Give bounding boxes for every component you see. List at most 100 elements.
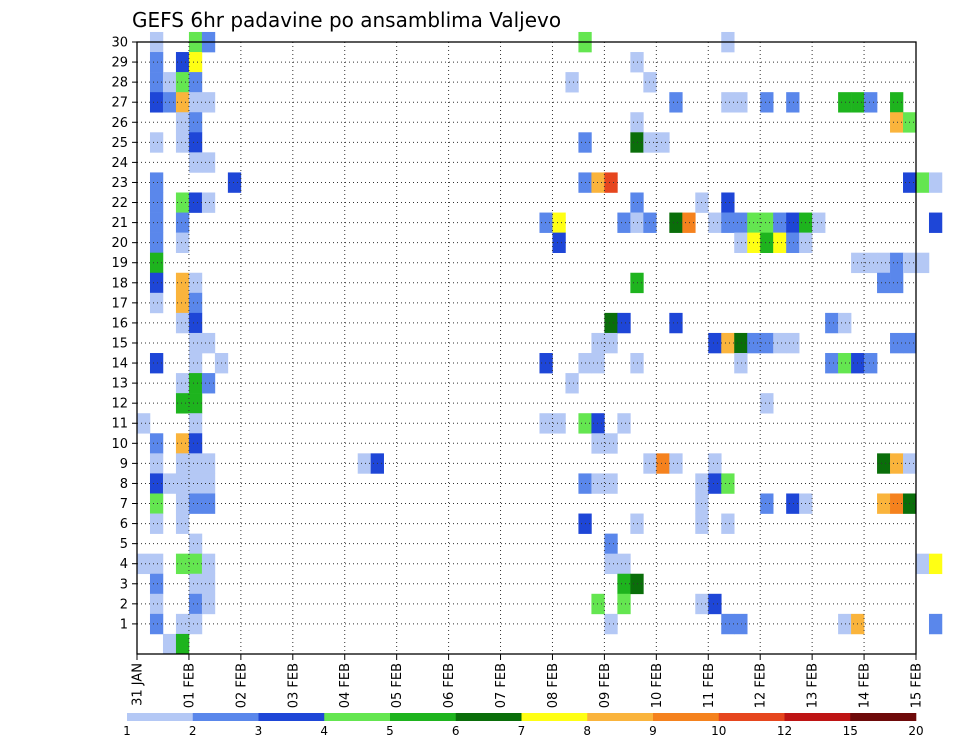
x-tick-label: 14 FEB <box>858 663 873 708</box>
heatmap-cell <box>188 132 203 153</box>
heatmap-cell <box>175 473 190 494</box>
heatmap-cell <box>201 92 216 113</box>
colorbar-label: 2 <box>189 724 197 738</box>
y-tick-label: 19 <box>111 256 128 271</box>
x-tick-label: 11 FEB <box>702 663 717 708</box>
heatmap-cell <box>786 332 800 354</box>
heatmap-cell <box>838 92 852 113</box>
heatmap-cell <box>916 172 930 193</box>
x-tick-label: 06 FEB <box>442 663 457 708</box>
heatmap-cell <box>617 573 631 595</box>
y-tick-label: 30 <box>111 36 128 51</box>
heatmap-cell <box>708 473 722 494</box>
heatmap-cell <box>838 312 852 334</box>
heatmap-cell <box>708 453 722 474</box>
heatmap-cell <box>188 92 203 113</box>
heatmap-cell <box>565 373 579 394</box>
heatmap-cell <box>721 212 735 233</box>
heatmap-cell <box>175 132 190 153</box>
x-tick-label: 03 FEB <box>286 663 301 708</box>
heatmap-cell <box>669 312 683 334</box>
heatmap-cell <box>201 593 216 615</box>
heatmap-cell <box>149 132 164 153</box>
heatmap-cell <box>916 252 930 274</box>
colorbar-label: 10 <box>711 724 726 738</box>
heatmap-cell <box>175 292 190 314</box>
heatmap-cell <box>188 152 203 173</box>
heatmap-cell <box>188 112 203 133</box>
heatmap-cell <box>786 212 800 233</box>
heatmap-cell <box>149 52 164 73</box>
heatmap-cell <box>201 473 216 494</box>
y-tick-label: 9 <box>120 457 128 472</box>
heatmap-cell <box>721 92 735 113</box>
chart-title: GEFS 6hr padavine po ansamblima Valjevo <box>132 8 561 32</box>
heatmap-cell <box>149 573 164 595</box>
heatmap-cell <box>188 72 203 93</box>
plot-frame <box>136 41 917 655</box>
colorbar-label: 9 <box>649 724 657 738</box>
heatmap-cell <box>760 393 774 414</box>
heatmap-cell <box>838 613 852 635</box>
heatmap-cell <box>201 192 216 213</box>
colorbar-label: 8 <box>583 724 591 738</box>
heatmap-cell <box>175 92 190 113</box>
heatmap-cell <box>617 312 631 334</box>
heatmap-cell <box>604 312 618 334</box>
heatmap-cell <box>617 593 631 615</box>
heatmap-cell <box>928 553 943 575</box>
y-tick-label: 2 <box>120 597 128 612</box>
heatmap-cell <box>877 493 891 514</box>
heatmap-cell <box>721 473 735 494</box>
heatmap-cell <box>149 493 164 514</box>
colorbar-segment <box>192 713 259 721</box>
heatmap-cell <box>565 72 579 93</box>
heatmap-cell <box>201 493 216 514</box>
heatmap-cell <box>149 232 164 253</box>
heatmap-cell <box>188 413 203 434</box>
y-tick-label: 13 <box>111 377 128 392</box>
heatmap-cell <box>734 92 748 113</box>
heatmap-cell <box>786 92 800 113</box>
y-tick-label: 6 <box>120 517 128 532</box>
x-tick-label: 02 FEB <box>234 663 249 708</box>
heatmap-cell <box>227 172 242 193</box>
colorbar-segment <box>390 713 457 721</box>
colorbar-label: 20 <box>908 724 923 738</box>
heatmap-cell <box>773 332 787 354</box>
heatmap-cell <box>201 573 216 595</box>
heatmap-cell <box>175 373 190 394</box>
colorbar-segment <box>784 713 851 721</box>
heatmap-cell <box>149 453 164 474</box>
heatmap-cell <box>928 172 943 193</box>
heatmap-cell <box>604 433 618 454</box>
heatmap-cell <box>591 332 605 354</box>
heatmap-cell <box>656 132 670 153</box>
heatmap-cell <box>734 212 748 233</box>
heatmap-cell <box>175 433 190 454</box>
heatmap-cell <box>175 553 190 575</box>
heatmap-cell <box>149 252 164 274</box>
heatmap-cell <box>890 252 904 274</box>
y-tick-label: 23 <box>111 176 128 191</box>
heatmap-cell <box>734 232 748 253</box>
heatmap-cell <box>149 433 164 454</box>
heatmap-cell <box>175 192 190 213</box>
heatmap-cell <box>149 192 164 213</box>
heatmap-cell <box>760 92 774 113</box>
colorbar-label: 3 <box>255 724 263 738</box>
y-tick-label: 29 <box>111 56 128 71</box>
y-tick-label: 28 <box>111 76 128 91</box>
heatmap-cell <box>201 332 216 354</box>
x-tick-label: 09 FEB <box>598 663 613 708</box>
heatmap-cell <box>201 373 216 394</box>
heatmap-cell <box>539 413 553 434</box>
y-tick-label: 5 <box>120 537 128 552</box>
x-tick-label: 08 FEB <box>546 663 561 708</box>
heatmap-cell <box>188 332 203 354</box>
heatmap-cell <box>591 172 605 193</box>
heatmap-cell <box>877 272 891 294</box>
heatmap-cell <box>760 332 774 354</box>
heatmap-cell <box>188 393 203 414</box>
